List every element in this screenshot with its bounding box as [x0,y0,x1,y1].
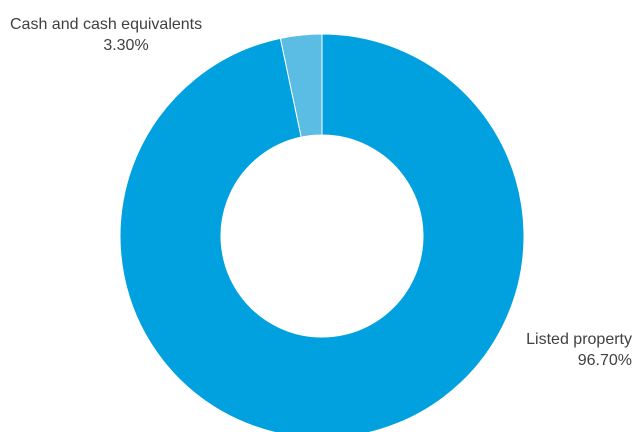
label-cash-and-cash-equivalents: Cash and cash equivalents 3.30% [10,14,242,56]
slice-label-value: 96.70% [577,352,632,369]
slice-label-value: 3.30% [103,37,149,54]
slice-label-name: Listed property [526,331,632,348]
label-listed-property: Listed property 96.70% [526,329,632,371]
slice-cash-and-cash-equivalents [279,33,323,138]
slice-label-name: Cash and cash equivalents [10,16,203,33]
slice-listed-property [119,33,525,432]
